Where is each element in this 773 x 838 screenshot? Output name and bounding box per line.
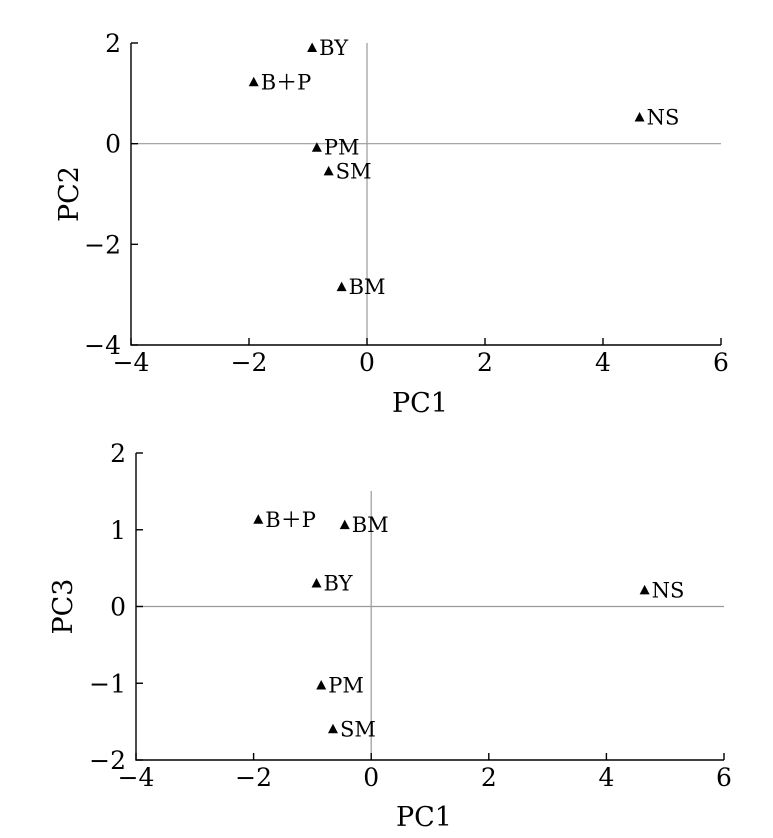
- chart1-x-axis-label: PC1: [392, 388, 448, 419]
- chart2-point-b-p-marker: [253, 514, 264, 524]
- chart2-y-tick-label: 1: [110, 516, 126, 545]
- chart2-point-ns-marker: [639, 584, 650, 595]
- chart2-point-bm-label: BM: [352, 513, 389, 537]
- chart2-x-tick-label: −2: [235, 763, 272, 792]
- chart1-point-bm-marker: [336, 281, 347, 292]
- chart1-point-sm-label: SM: [336, 159, 372, 183]
- chart1-point-sm-marker: [323, 165, 334, 176]
- chart2-y-axis-label: PC3: [48, 578, 79, 634]
- chart2-point-by-label: BY: [324, 571, 354, 595]
- chart2-y-tick-label: −2: [89, 746, 126, 775]
- chart1-point-b-p-label: B＋P: [261, 70, 312, 94]
- chart2-point-pm-label: PM: [328, 674, 364, 698]
- chart1-y-tick-label: −4: [84, 331, 121, 360]
- chart1-y-tick-label: −2: [84, 230, 121, 259]
- chart2-x-axis-label: PC1: [396, 802, 452, 833]
- chart2-point-sm-label: SM: [340, 717, 376, 741]
- chart1-point-pm-marker: [311, 142, 322, 152]
- chart2-x-tick-label: 4: [598, 763, 614, 792]
- chart1-point-by-label: BY: [319, 36, 349, 60]
- chart1-x-tick-label: −2: [231, 348, 268, 377]
- chart1-x-tick-label: 6: [713, 348, 729, 377]
- chart1-axes: [130, 43, 721, 346]
- chart2-x-tick-label: 6: [716, 763, 732, 792]
- chart2-point-ns-label: NS: [652, 578, 685, 602]
- chart1-y-tick-label: 0: [105, 130, 121, 159]
- chart1-x-tick-label: 0: [359, 348, 375, 377]
- chart1-point-ns-label: NS: [647, 105, 680, 129]
- chart2-point-bm-marker: [339, 519, 350, 530]
- chart2-point-pm-marker: [316, 680, 327, 690]
- chart1-x-tick-label: −4: [113, 348, 150, 377]
- chart1-point-pm-label: PM: [324, 136, 360, 160]
- chart2-y-tick-label: 0: [110, 593, 126, 622]
- chart2-x-tick-label: −4: [118, 763, 155, 792]
- chart1-point-b-p-marker: [248, 76, 259, 87]
- chart2-point-by-marker: [311, 577, 322, 588]
- chart2-x-tick-label: 2: [481, 763, 497, 792]
- chart1-point-ns-marker: [634, 111, 645, 122]
- chart2-y-tick-label: −1: [89, 669, 126, 698]
- chart2-x-tick-label: 0: [363, 763, 379, 792]
- chart2-point-b-p-label: B＋P: [265, 508, 316, 532]
- chart1-point-by-marker: [307, 42, 318, 53]
- chart1-x-tick-label: 2: [477, 348, 493, 377]
- chart2-y-tick-label: 2: [110, 439, 126, 468]
- chart1-y-tick-label: 2: [105, 29, 121, 58]
- chart1-y-axis-label: PC2: [54, 166, 85, 222]
- chart2-point-sm-marker: [327, 723, 338, 734]
- chart1-point-bm-label: BM: [349, 275, 386, 299]
- chart1-x-tick-label: 4: [595, 348, 611, 377]
